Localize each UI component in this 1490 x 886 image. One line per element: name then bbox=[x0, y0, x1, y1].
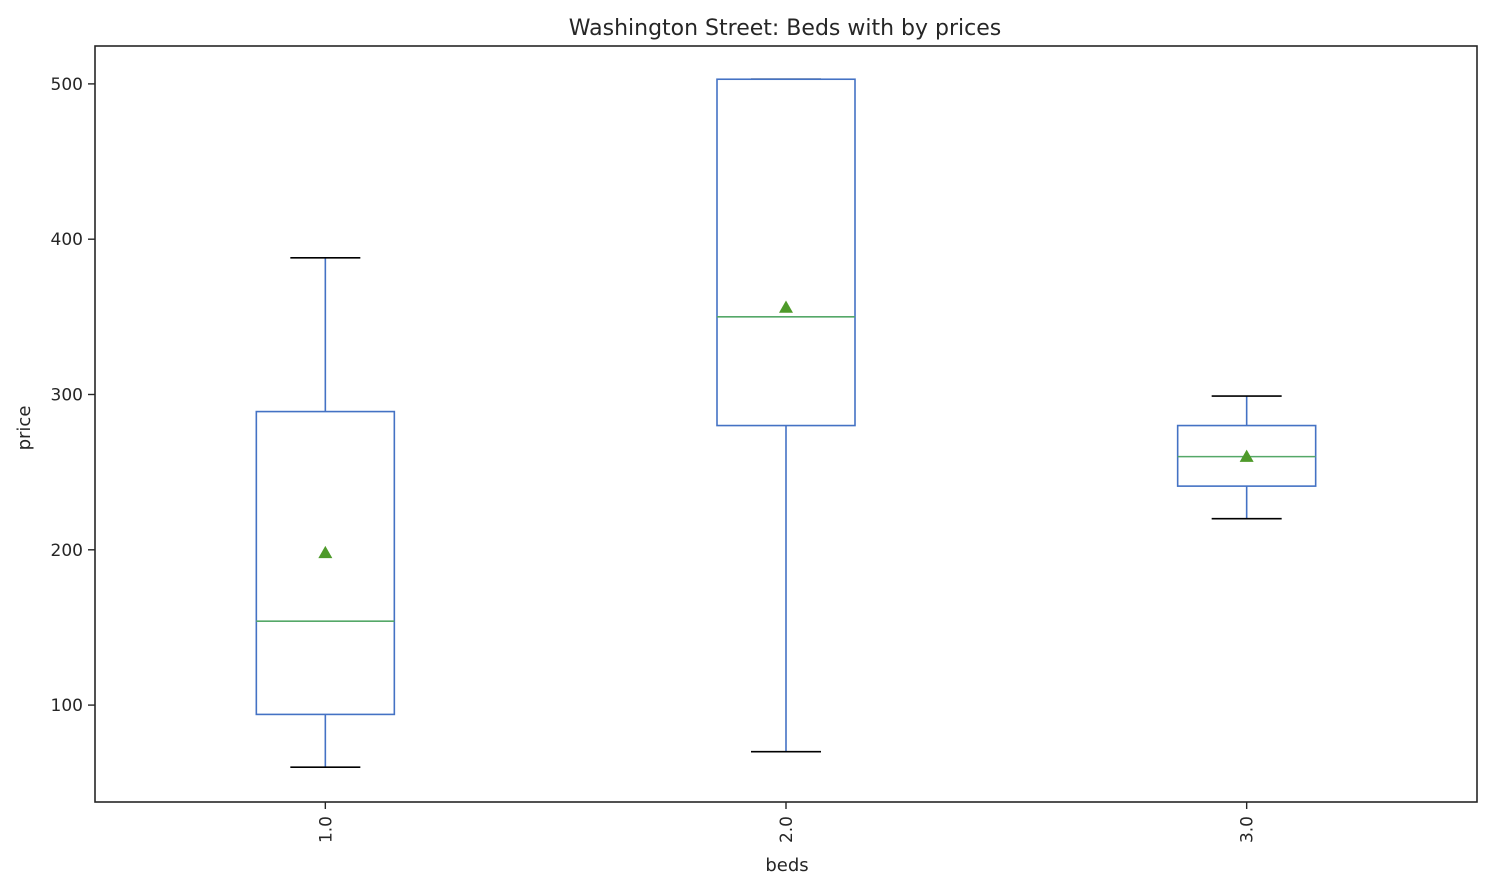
box-iqr bbox=[255, 410, 396, 716]
y-tick-label: 500 bbox=[51, 75, 83, 95]
chart-title: Washington Street: Beds with by prices bbox=[569, 16, 1001, 41]
x-tick-label: 1.0 bbox=[316, 816, 336, 843]
y-axis-label: price bbox=[14, 406, 35, 451]
mean-marker bbox=[779, 300, 793, 313]
plot-frame bbox=[94, 45, 1478, 803]
y-tick-label: 300 bbox=[51, 385, 83, 405]
mean-marker bbox=[1239, 449, 1254, 462]
y-tick-label: 200 bbox=[51, 541, 83, 561]
plot-layer: 100 200 300 400 500 1.0 2.0 3.0 bbox=[51, 75, 1317, 843]
x-tick-label: 3.0 bbox=[1238, 816, 1258, 843]
y-tick-label: 100 bbox=[51, 696, 83, 716]
y-tick-label: 400 bbox=[51, 230, 83, 250]
box-iqr bbox=[716, 78, 856, 427]
x-tick-label: 2.0 bbox=[777, 816, 797, 843]
mean-marker bbox=[318, 545, 333, 559]
x-axis-label: beds bbox=[765, 855, 808, 876]
